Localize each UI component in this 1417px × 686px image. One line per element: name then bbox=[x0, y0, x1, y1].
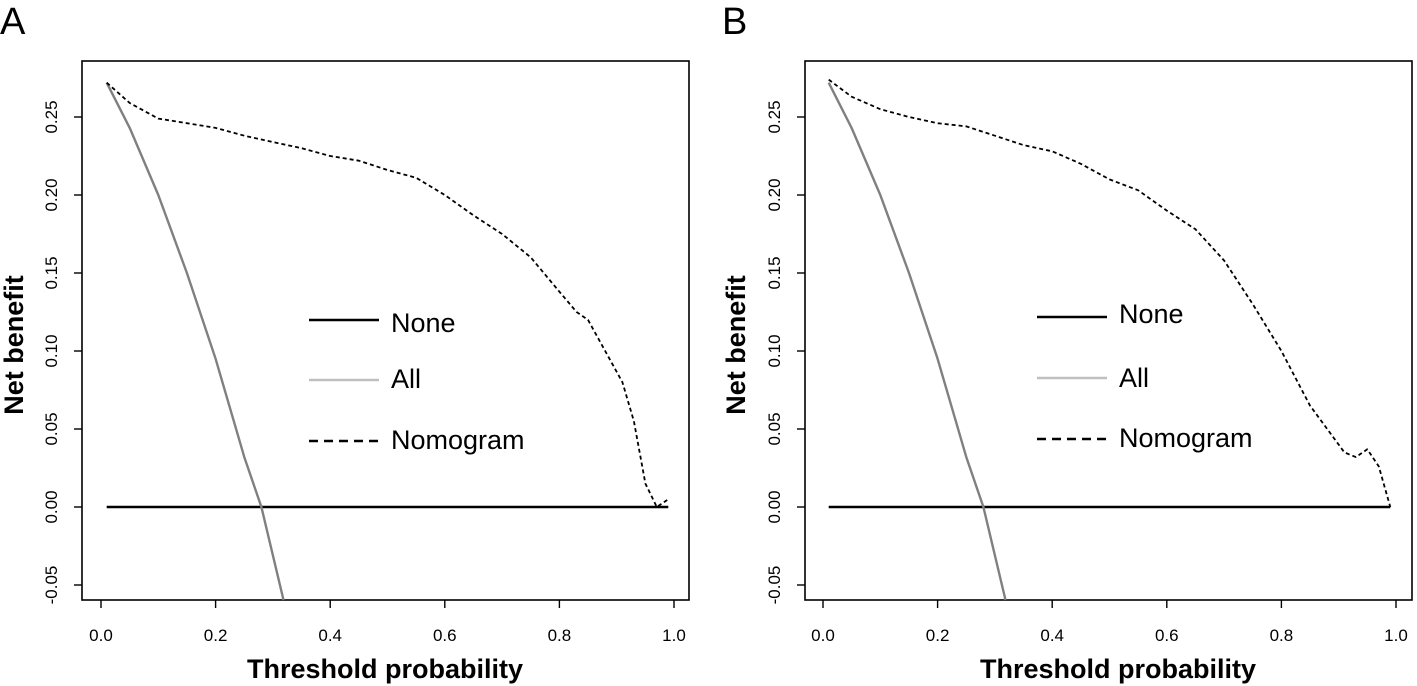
y-tick-label: -0.05 bbox=[765, 566, 784, 605]
axes-ticks: 0.0 0.2 0.4 0.6 0.8 1.0 -0.05 0.00 0.05 0.10 0.15 0… bbox=[42, 100, 686, 645]
legend-label-nomogram: Nomogram bbox=[1119, 423, 1253, 453]
y-tick-label: 0.25 bbox=[42, 100, 61, 133]
axes-ticks: 0.0 0.2 0.4 0.6 0.8 1.0 -0.05 0.00 0.05 0.10 0.15 0… bbox=[765, 100, 1408, 645]
y-tick-label: 0.10 bbox=[42, 334, 61, 367]
panel-b: B 0.0 0.2 0.4 0.6 0.8 1.0 -0.05 0.00 0.05 0.10 0.1… bbox=[721, 1, 1413, 684]
x-tick-label: 0.6 bbox=[433, 626, 457, 645]
y-axis-title: Net benefit bbox=[721, 275, 751, 415]
legend-label-none: None bbox=[391, 308, 456, 338]
y-tick-label: 0.00 bbox=[42, 490, 61, 523]
x-tick-label: 0.0 bbox=[811, 626, 835, 645]
series-nomogram-line bbox=[828, 78, 1392, 508]
legend: None All Nomogram bbox=[1037, 299, 1253, 453]
y-tick-label: -0.05 bbox=[42, 566, 61, 605]
y-tick-label: 0.25 bbox=[765, 100, 784, 133]
legend-label-all: All bbox=[1119, 363, 1149, 393]
y-tick-label: 0.10 bbox=[765, 334, 784, 367]
x-tick-label: 1.0 bbox=[662, 626, 686, 645]
y-tick-label: 0.20 bbox=[42, 178, 61, 211]
plot-frame bbox=[804, 60, 1413, 601]
legend-label-nomogram: Nomogram bbox=[391, 425, 525, 455]
x-tick-label: 0.2 bbox=[926, 626, 950, 645]
panel-a: A 0.0 0.2 0.4 0.6 0.8 1.0 -0.05 0.00 0.05 0.10 0.1… bbox=[0, 1, 690, 684]
series-all-line bbox=[827, 82, 1007, 601]
x-tick-label: 0.8 bbox=[1270, 626, 1294, 645]
x-tick-label: 0.4 bbox=[1040, 626, 1064, 645]
legend: None All Nomogram bbox=[309, 308, 525, 455]
x-tick-label: 0.2 bbox=[204, 626, 228, 645]
x-tick-label: 0.8 bbox=[548, 626, 572, 645]
series-group bbox=[105, 82, 669, 601]
x-tick-label: 0.0 bbox=[89, 626, 113, 645]
y-tick-label: 0.15 bbox=[42, 256, 61, 289]
x-tick-label: 0.6 bbox=[1155, 626, 1179, 645]
y-tick-label: 0.00 bbox=[765, 490, 784, 523]
x-axis-title: Threshold probability bbox=[247, 654, 523, 684]
x-axis-title: Threshold probability bbox=[980, 654, 1256, 684]
x-tick-label: 1.0 bbox=[1384, 626, 1408, 645]
y-tick-label: 0.05 bbox=[42, 412, 61, 445]
panel-label: A bbox=[0, 1, 26, 43]
panel-label: B bbox=[722, 1, 747, 43]
legend-label-none: None bbox=[1119, 299, 1184, 329]
series-nomogram-line bbox=[106, 82, 669, 508]
y-tick-label: 0.05 bbox=[765, 412, 784, 445]
x-tick-label: 0.4 bbox=[318, 626, 342, 645]
y-tick-label: 0.20 bbox=[765, 178, 784, 211]
series-all-line bbox=[105, 82, 285, 601]
series-group bbox=[827, 78, 1392, 601]
plot-frame bbox=[81, 60, 690, 601]
y-tick-label: 0.15 bbox=[765, 256, 784, 289]
legend-label-all: All bbox=[391, 364, 421, 394]
y-axis-title: Net benefit bbox=[0, 275, 29, 415]
